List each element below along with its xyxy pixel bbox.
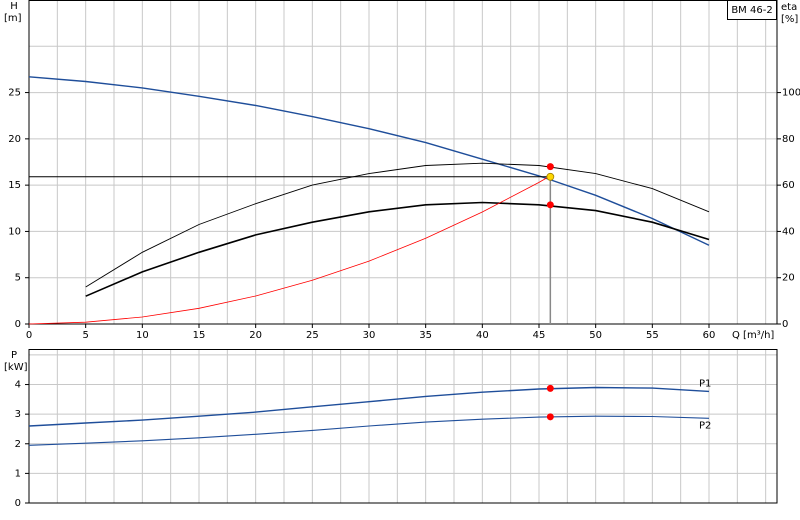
series-line xyxy=(28,415,710,446)
x-tick-label: 10 xyxy=(136,330,149,341)
x-tick-label: 55 xyxy=(646,330,659,341)
title-box xyxy=(727,0,777,20)
series-line xyxy=(28,76,710,246)
y2-tick-label: 60 xyxy=(782,180,795,191)
y-tick-label: 15 xyxy=(8,180,21,191)
y-tick-label: 0 xyxy=(15,319,21,330)
y2-tick-label: 40 xyxy=(782,226,795,237)
y2-tick-label: 20 xyxy=(782,273,795,284)
point-marker xyxy=(546,201,554,209)
y2-axis-label: eta xyxy=(781,2,797,13)
chart-title: BM 46-2 xyxy=(731,5,772,16)
y-tick-label: 3 xyxy=(15,409,21,420)
y-tick-label: 1 xyxy=(15,468,21,479)
y-tick-label: 0 xyxy=(15,498,21,509)
x-tick-label: 60 xyxy=(703,330,716,341)
y-tick-label: 4 xyxy=(15,380,21,391)
x-tick-label: 5 xyxy=(82,330,88,341)
y-axis-unit: [kW] xyxy=(4,362,28,373)
y-axis-unit: [m] xyxy=(4,13,22,24)
y-tick-label: 2 xyxy=(15,439,21,450)
y2-tick-label: 100 xyxy=(782,88,800,99)
point-marker xyxy=(546,384,554,392)
x-tick-label: 35 xyxy=(419,330,432,341)
y-tick-label: 10 xyxy=(8,226,21,237)
plot-frame xyxy=(28,0,778,325)
y-tick-label: 20 xyxy=(8,134,21,145)
y-axis-label: H xyxy=(10,1,18,12)
x-axis-label: Q [m³/h] xyxy=(732,330,774,341)
x-tick-label: 40 xyxy=(476,330,489,341)
x-tick-label: 50 xyxy=(589,330,602,341)
x-tick-label: 20 xyxy=(249,330,262,341)
series-label: P1 xyxy=(699,378,711,389)
series-line xyxy=(28,386,710,427)
y-tick-label: 5 xyxy=(15,273,21,284)
series-line xyxy=(28,175,551,325)
y2-tick-label: 0 xyxy=(782,319,788,330)
y2-tick-label: 80 xyxy=(782,134,795,145)
x-tick-label: 30 xyxy=(363,330,376,341)
point-marker xyxy=(546,413,554,421)
point-marker xyxy=(546,163,554,171)
x-tick-label: 15 xyxy=(193,330,206,341)
series-line xyxy=(85,201,710,297)
x-tick-label: 45 xyxy=(533,330,546,341)
series-label: P2 xyxy=(699,420,711,431)
series-line xyxy=(85,162,710,288)
y-tick-label: 25 xyxy=(8,88,21,99)
point-marker xyxy=(546,172,555,181)
y2-axis-unit: [%] xyxy=(781,14,798,25)
x-tick-label: 0 xyxy=(26,330,32,341)
plot-frame xyxy=(28,349,778,504)
x-tick-label: 25 xyxy=(306,330,319,341)
y-axis-label: P xyxy=(11,350,17,361)
